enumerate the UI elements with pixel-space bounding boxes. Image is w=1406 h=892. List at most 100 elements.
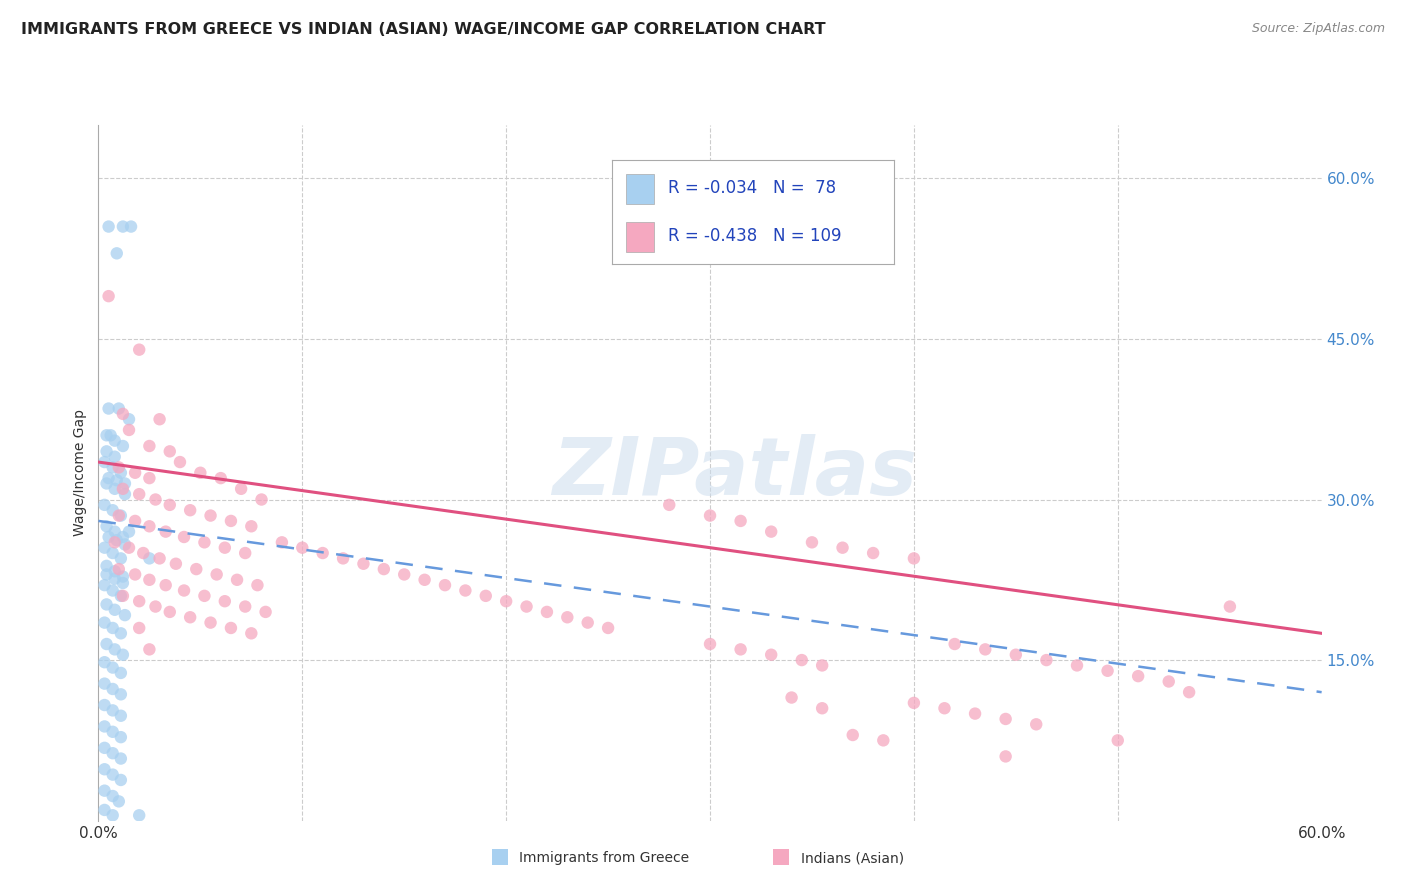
Point (96, 637, 118, 651)
Point (155, 524, 177, 539)
Point (862, 546, 884, 560)
Point (598, 621, 620, 635)
Point (903, 696, 925, 710)
Point (291, 541, 314, 555)
Point (699, 508, 721, 523)
Point (761, 524, 783, 539)
Point (96, 444, 118, 458)
Point (474, 589, 498, 603)
Point (730, 642, 752, 657)
Text: ZIPatlas: ZIPatlas (553, 434, 917, 512)
Point (516, 599, 538, 614)
Point (111, 407, 134, 421)
Point (114, 537, 136, 551)
Point (104, 482, 127, 496)
Point (454, 583, 477, 598)
Point (101, 808, 124, 822)
Point (118, 541, 141, 555)
Point (231, 482, 253, 496)
Point (841, 728, 863, 742)
Point (254, 605, 277, 619)
Text: R = -0.438   N = 109: R = -0.438 N = 109 (668, 227, 842, 244)
Point (108, 562, 131, 576)
Point (173, 583, 195, 598)
Point (1128, 669, 1150, 683)
Point (658, 498, 681, 512)
Point (110, 708, 132, 723)
Point (373, 562, 395, 576)
Point (1107, 733, 1129, 747)
Point (193, 535, 215, 549)
Point (93, 762, 115, 776)
Point (111, 569, 134, 583)
Point (352, 557, 374, 571)
Point (903, 551, 925, 566)
Point (93, 803, 115, 817)
Point (943, 637, 966, 651)
Point (110, 665, 132, 680)
Point (101, 724, 124, 739)
Point (101, 546, 124, 560)
Point (124, 466, 146, 480)
Point (233, 599, 256, 614)
Point (101, 460, 124, 475)
Point (93, 783, 115, 797)
Point (124, 567, 146, 582)
Point (111, 576, 134, 591)
Point (155, 578, 177, 592)
Point (104, 564, 127, 578)
Point (96, 598, 118, 612)
Point (761, 648, 783, 662)
Point (124, 514, 146, 528)
Point (219, 514, 242, 528)
Point (132, 546, 155, 560)
Point (110, 466, 132, 480)
Text: IMMIGRANTS FROM GREECE VS INDIAN (ASIAN) WAGE/INCOME GAP CORRELATION CHART: IMMIGRANTS FROM GREECE VS INDIAN (ASIAN)… (21, 22, 825, 37)
Point (101, 660, 124, 674)
Point (193, 589, 215, 603)
Point (93, 498, 115, 512)
Point (145, 492, 167, 507)
Point (97, 289, 120, 303)
Point (246, 578, 269, 592)
Point (1004, 648, 1026, 662)
Point (872, 733, 894, 747)
Text: Indians (Asian): Indians (Asian) (800, 851, 904, 865)
Point (188, 466, 212, 480)
Point (173, 530, 195, 544)
Point (96, 519, 118, 533)
Point (536, 605, 558, 619)
Point (110, 730, 132, 744)
Point (790, 653, 813, 667)
Point (114, 476, 136, 491)
Point (105, 533, 128, 548)
Point (110, 687, 132, 701)
Point (209, 471, 232, 485)
Point (250, 492, 273, 507)
Text: Source: ZipAtlas.com: Source: ZipAtlas.com (1251, 22, 1385, 36)
Point (811, 701, 834, 715)
Point (576, 615, 599, 630)
Point (934, 701, 956, 715)
Point (1025, 717, 1047, 731)
Point (111, 219, 134, 234)
Point (1035, 653, 1057, 667)
Point (93, 541, 115, 555)
Point (97, 471, 120, 485)
Point (205, 567, 228, 582)
Point (93, 615, 115, 630)
Point (312, 546, 335, 560)
Point (392, 567, 416, 582)
Point (138, 551, 160, 566)
Point (101, 503, 124, 517)
Point (110, 751, 132, 765)
Point (128, 808, 150, 822)
Point (1157, 674, 1180, 689)
Point (100, 428, 122, 442)
Point (111, 648, 134, 662)
Point (111, 589, 134, 603)
Point (104, 524, 127, 539)
Point (179, 610, 201, 624)
Point (114, 608, 136, 623)
Point (108, 794, 131, 808)
